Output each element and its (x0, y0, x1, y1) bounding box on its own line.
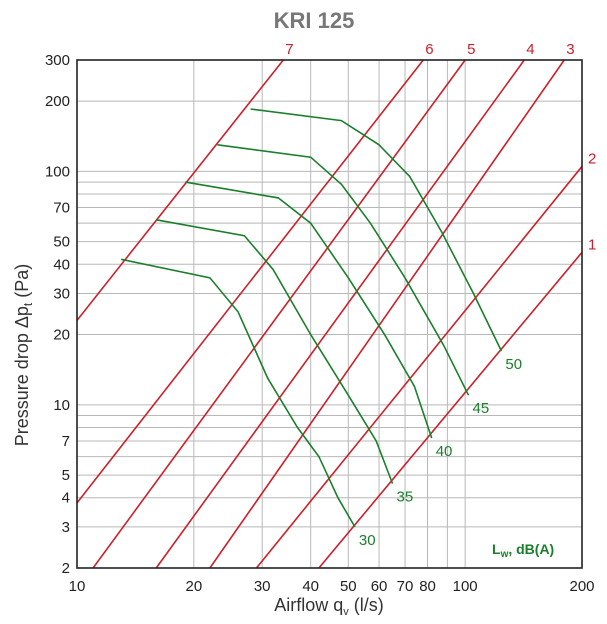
damper-line-label: 5 (467, 41, 475, 58)
x-tick-label: 80 (419, 578, 436, 595)
sound-curve-40 (185, 181, 433, 439)
y-tick-label: 50 (53, 234, 70, 251)
y-tick-label: 10 (53, 397, 70, 414)
x-tick-label: 100 (453, 578, 478, 595)
x-tick-label: 60 (371, 578, 388, 595)
x-tick-label: 200 (569, 578, 594, 595)
y-tick-label: 200 (45, 93, 70, 110)
sound-curve-30 (121, 258, 356, 528)
damper-line-4 (155, 60, 525, 568)
chart-title: KRI 125 (274, 8, 355, 33)
damper-line-label: 6 (425, 41, 433, 58)
x-tick-label: 40 (302, 578, 319, 595)
damper-line-label: 2 (588, 150, 596, 167)
x-tick-label: 10 (69, 578, 86, 595)
x-tick-label: 70 (397, 578, 414, 595)
x-tick-label: 50 (340, 578, 357, 595)
y-tick-label: 70 (53, 200, 70, 217)
x-tick-label: 20 (186, 578, 203, 595)
plot-frame (76, 59, 583, 569)
damper-line-5 (92, 60, 466, 568)
y-tick-label: 7 (62, 433, 70, 450)
y-tick-label: 3 (62, 519, 70, 536)
grid (76, 59, 583, 569)
series (77, 60, 582, 568)
y-tick-label: 5 (62, 467, 70, 484)
damper-line-label: 1 (588, 236, 596, 253)
y-tick-label: 300 (45, 52, 70, 69)
sound-curve-label: 40 (436, 443, 453, 460)
damper-line-3 (209, 60, 565, 568)
sound-curve-35 (156, 219, 394, 484)
damper-line-label: 3 (566, 41, 574, 58)
sound-curve-label: 50 (505, 356, 522, 373)
legend-label: Lw, dB(A) (492, 541, 554, 560)
damper-line-label: 7 (285, 41, 293, 58)
y-tick-label: 100 (45, 163, 70, 180)
tick-labels: 10 20 30 40 50 60 70 80 100 200234571020304050701… (45, 41, 596, 595)
damper-line-1 (318, 251, 582, 568)
y-axis-label: Pressure drop Δpt (Pa) (12, 264, 35, 446)
x-axis-label: Airflow qv (l/s) (274, 595, 384, 618)
damper-line-6 (77, 60, 424, 504)
damper-line-7 (77, 60, 284, 321)
damper-line-2 (255, 165, 582, 568)
y-tick-label: 40 (53, 256, 70, 273)
x-tick-label: 30 (254, 578, 271, 595)
sound-curve-label: 35 (397, 489, 414, 506)
sound-curve-label: 30 (359, 532, 376, 549)
y-tick-label: 20 (53, 327, 70, 344)
y-tick-label: 30 (53, 285, 70, 302)
y-tick-label: 2 (62, 560, 70, 577)
damper-line-label: 4 (526, 41, 534, 58)
y-tick-label: 4 (62, 490, 70, 507)
sound-curve-50 (250, 108, 503, 352)
sound-curve-label: 45 (472, 400, 489, 417)
sound-curve-45 (217, 144, 470, 396)
